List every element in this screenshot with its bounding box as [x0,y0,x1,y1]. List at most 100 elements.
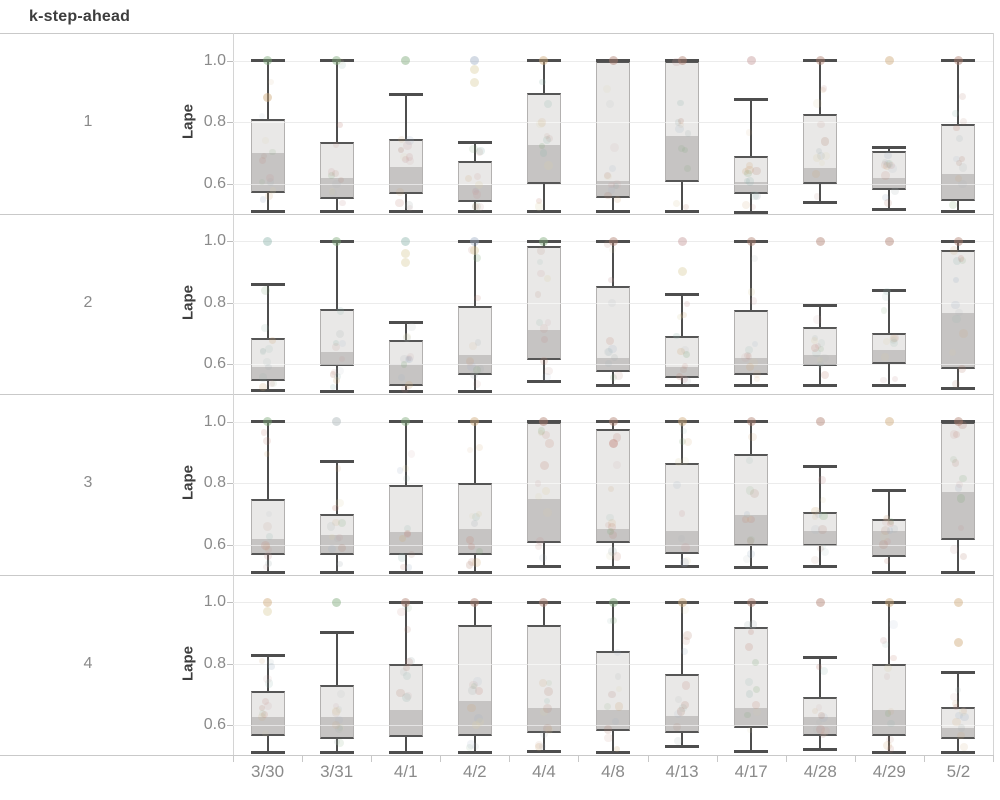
observation-point [332,721,341,730]
observation-point [879,540,888,549]
observation-point [813,193,820,200]
box-iqr[interactable] [457,483,492,556]
box-iqr[interactable] [734,310,769,375]
box-iqr[interactable] [665,463,700,554]
box-iqr[interactable] [526,245,561,360]
box-iqr[interactable] [734,453,769,547]
observation-point [405,354,413,362]
box-iqr[interactable] [872,518,907,557]
observation-point [818,476,826,484]
x-axis-tick [647,755,649,762]
box-iqr[interactable] [665,60,700,183]
box-iqr[interactable] [319,513,354,556]
box-iqr[interactable] [526,421,561,544]
upper-whisker [266,60,269,120]
observation-point [609,246,616,254]
observation-point [676,372,684,380]
lower-whisker [750,728,753,752]
box-iqr[interactable] [803,114,838,184]
whisker-cap-low [596,384,630,388]
box-iqr[interactable] [734,626,769,729]
box-iqr[interactable] [388,339,423,386]
box-iqr[interactable] [457,305,492,375]
box-iqr[interactable] [250,119,285,193]
observation-point [264,363,272,371]
observation-point [811,335,819,342]
lower-whisker [404,385,407,392]
observation-point [259,196,267,203]
observation-point [332,170,340,178]
upper-whisker [542,60,545,93]
observation-point [539,679,548,688]
observation-point [890,654,897,662]
box-iqr[interactable] [526,92,561,184]
box-iqr[interactable] [596,60,630,198]
box-iqr[interactable] [734,155,769,195]
observation-point [609,373,617,382]
box-iqr[interactable] [319,308,354,366]
box-iqr[interactable] [665,674,700,733]
whisker-cap-high [941,420,976,424]
observation-point [264,551,272,560]
observation-point [821,726,830,736]
box-iqr[interactable] [803,512,838,547]
outlier-point [470,245,480,255]
lower-whisker [612,543,614,568]
box-iqr[interactable] [872,151,907,190]
observation-point [817,345,824,352]
whisker-cap-high [250,420,285,424]
box-iqr[interactable] [388,484,423,556]
box-iqr[interactable] [665,336,700,378]
upper-whisker [335,241,338,309]
outlier-point [677,597,687,607]
box-iqr[interactable] [388,663,423,738]
box-iqr[interactable] [596,429,630,544]
observation-point [816,544,825,552]
box-iqr[interactable] [941,706,976,739]
x-axis-label: 4/13 [665,762,699,781]
observation-point [742,554,751,563]
box-iqr[interactable] [388,139,423,195]
upper-whisker [750,602,753,627]
observation-point [407,551,415,558]
whisker-cap-low [941,209,976,213]
box-iqr[interactable] [457,625,492,736]
box-iqr[interactable] [872,663,907,736]
box-lower-quartile [942,313,975,367]
observation-point [604,733,613,743]
box-iqr[interactable] [319,685,354,739]
box-iqr[interactable] [457,160,492,203]
observation-point [817,120,825,128]
gridline-overlay [388,544,423,546]
observation-point [957,255,965,262]
observation-point [883,514,890,521]
box-iqr[interactable] [872,333,907,365]
box-iqr[interactable] [941,250,976,369]
observation-point [681,681,691,690]
gridline-overlay [388,183,423,185]
box-iqr[interactable] [596,285,630,372]
observation-point [744,711,752,719]
observation-point [881,161,889,169]
box-iqr[interactable] [596,651,630,732]
lower-whisker [266,555,269,573]
observation-point [673,333,680,340]
box-iqr[interactable] [941,421,976,541]
box-iqr[interactable] [250,338,285,382]
observation-point [476,718,485,726]
observation-point [958,421,967,430]
observation-point [959,92,967,100]
observation-point [268,336,276,345]
observation-point [258,709,267,718]
observation-point [810,343,820,353]
observation-point [674,119,682,127]
whisker-cap-high [941,671,976,675]
observation-point [472,203,479,210]
box-iqr[interactable] [319,142,354,200]
box-iqr[interactable] [941,123,976,201]
observation-point [883,741,893,751]
outlier-point [539,56,549,66]
box-iqr[interactable] [250,498,285,556]
outlier-point [746,236,756,246]
